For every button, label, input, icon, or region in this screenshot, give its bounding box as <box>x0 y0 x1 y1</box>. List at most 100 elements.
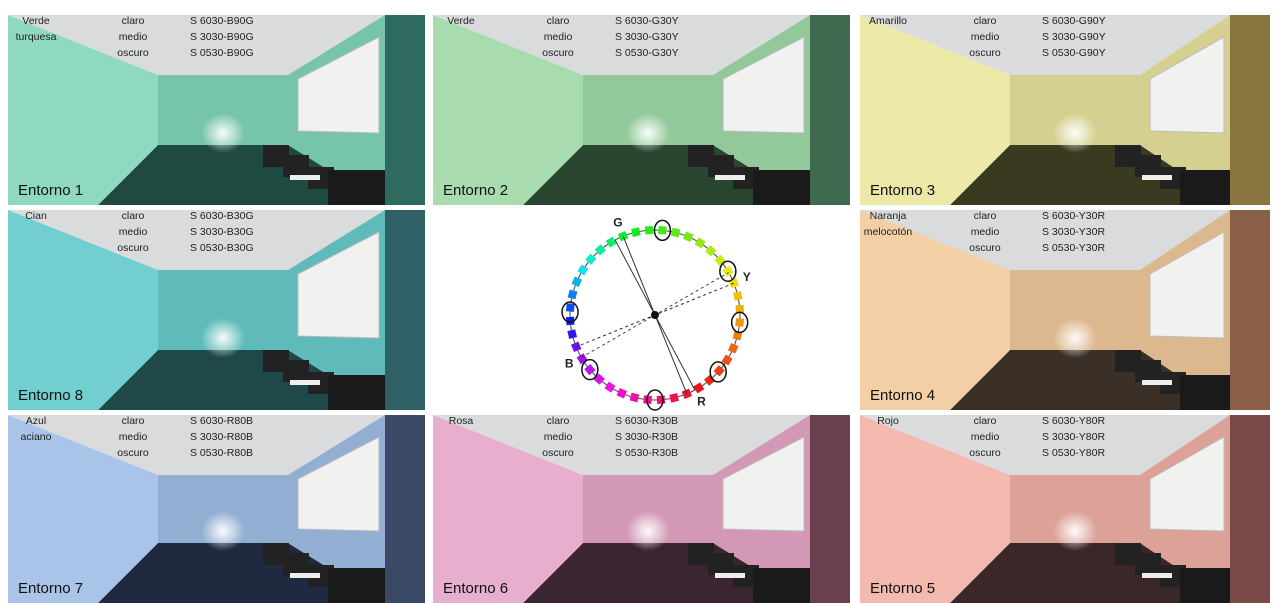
chair <box>308 167 334 189</box>
chair <box>1160 167 1186 189</box>
back-wall <box>158 270 288 350</box>
chair <box>283 553 309 575</box>
color-name: Rosa <box>449 415 474 427</box>
shade: claro <box>547 15 570 27</box>
panel-label: Entorno 6 <box>443 580 508 597</box>
shade: oscuro <box>542 447 574 459</box>
color-wheel: G Y R B <box>561 215 751 411</box>
chair <box>708 553 734 575</box>
ceiling <box>8 15 385 75</box>
column <box>810 415 850 603</box>
chair <box>1135 155 1161 177</box>
ncs-code: S 3030-G90Y <box>1042 31 1106 43</box>
hue-square <box>629 392 640 403</box>
ncs-code: S 0530-R30B <box>615 447 678 459</box>
hue-square <box>644 225 654 235</box>
sofa <box>328 170 385 205</box>
sofa <box>1180 170 1230 205</box>
ncs-code: S 0530-B30G <box>190 242 254 254</box>
light-glow <box>201 511 245 551</box>
shade: medio <box>544 431 573 443</box>
color-name: Amarillo <box>869 15 907 27</box>
shade: claro <box>122 15 145 27</box>
light-glow <box>626 511 670 551</box>
hue-square <box>705 245 717 257</box>
color-name: Verde <box>22 15 50 27</box>
chair <box>308 372 334 394</box>
ceiling <box>860 210 1230 270</box>
selected-hue <box>730 311 749 334</box>
ncs-code: S 6030-G90Y <box>1042 15 1106 27</box>
chair <box>708 155 734 177</box>
sofa <box>753 568 810 603</box>
room-panel: Cian claro medio oscuro S 6030-B30G S 3030-B3… <box>8 210 425 410</box>
ncs-code: S 0530-R80B <box>190 447 253 459</box>
shade: claro <box>122 415 145 427</box>
selected-hue <box>561 301 579 323</box>
chair <box>688 145 714 167</box>
light-glow <box>201 318 245 358</box>
hue-square <box>584 364 596 376</box>
ceiling <box>433 15 810 75</box>
hue-square <box>721 354 733 366</box>
whiteboard <box>1149 231 1225 339</box>
panel-label: Entorno 4 <box>870 387 935 404</box>
left-wall <box>8 415 158 603</box>
ncs-code: S 0530-Y80R <box>1042 447 1105 459</box>
color-name: Verde <box>447 15 475 27</box>
table <box>1142 380 1172 385</box>
ncs-code: S 3030-B30G <box>190 226 254 238</box>
ncs-code: S 0530-Y30R <box>1042 242 1105 254</box>
table <box>290 380 320 385</box>
hue-square <box>735 304 745 314</box>
ceiling <box>860 415 1230 475</box>
table <box>290 573 320 578</box>
hue-square <box>567 329 577 339</box>
ncs-code: S 6030-B30G <box>190 210 254 222</box>
shade: oscuro <box>542 47 574 59</box>
light-glow <box>1053 318 1097 358</box>
chair <box>1160 372 1186 394</box>
hue-square <box>669 393 679 403</box>
shade: claro <box>122 210 145 222</box>
hue-letter: R <box>697 395 706 409</box>
ncs-code: S 0530-G30Y <box>615 47 679 59</box>
selected-hue <box>581 358 599 381</box>
shade: medio <box>119 226 148 238</box>
whiteboard <box>297 36 380 134</box>
chair <box>733 167 759 189</box>
chair <box>308 565 334 587</box>
light-glow <box>626 113 670 153</box>
room-panel: Naranja melocotón claro medio oscuro S 6030-Y… <box>860 210 1270 410</box>
ceiling <box>433 415 810 475</box>
room-panel: Verde claro medio oscuro S 6030-G30Y S 3030-G… <box>433 15 850 205</box>
floor <box>523 543 810 603</box>
color-name: Naranja <box>870 210 907 222</box>
chair <box>263 145 289 167</box>
light-glow <box>1053 113 1097 153</box>
shade: oscuro <box>117 447 149 459</box>
floor <box>98 350 385 410</box>
left-wall <box>433 15 583 205</box>
hue-square <box>631 227 641 237</box>
column <box>1230 210 1270 410</box>
whiteboard <box>722 436 805 532</box>
color-name: turquesa <box>16 31 57 43</box>
color-name: Cian <box>25 210 47 222</box>
whiteboard <box>1149 36 1225 134</box>
hue-letter: Y <box>743 270 751 284</box>
column <box>810 15 850 205</box>
chair <box>688 543 714 565</box>
table <box>715 175 745 180</box>
room-panel: Verde turquesa claro medio oscuro S 6030-B90G… <box>8 15 425 205</box>
chair <box>283 155 309 177</box>
chair <box>1115 145 1141 167</box>
back-wall <box>158 75 288 145</box>
color-name: melocotón <box>864 226 913 238</box>
ncs-code: S 0530-B90G <box>190 47 254 59</box>
column <box>385 415 425 603</box>
ncs-code: S 3030-B90G <box>190 31 254 43</box>
shade: medio <box>971 31 1000 43</box>
panel-label: Entorno 1 <box>18 182 83 199</box>
